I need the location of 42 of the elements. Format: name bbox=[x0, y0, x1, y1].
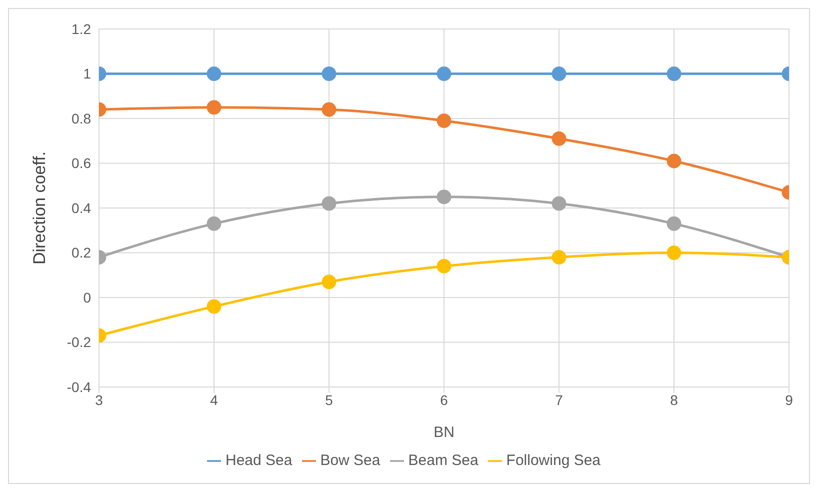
y-tick-label: -0.4 bbox=[66, 378, 92, 395]
x-tick-label: 7 bbox=[555, 392, 564, 408]
point bbox=[666, 154, 682, 168]
y-axis-title: Direction coeff. bbox=[30, 151, 50, 265]
x-axis-title: BN bbox=[434, 424, 454, 441]
y-tick-label: -0.2 bbox=[66, 334, 92, 350]
x-tick-label: 6 bbox=[440, 392, 448, 408]
y-tick-label: 1.2 bbox=[72, 20, 92, 37]
point bbox=[666, 216, 682, 231]
legend-label: Beam Sea bbox=[408, 452, 478, 469]
y-tick-label: 0.2 bbox=[72, 244, 92, 261]
point bbox=[666, 66, 682, 81]
x-tick-label: 3 bbox=[95, 392, 104, 408]
legend-label: Following Sea bbox=[506, 452, 601, 469]
point bbox=[206, 216, 222, 231]
y-tick-label: 0 bbox=[83, 289, 92, 306]
x-tick-label: 4 bbox=[210, 392, 218, 408]
y-tick-label: 1 bbox=[83, 66, 92, 82]
point bbox=[436, 66, 452, 81]
y-tick-label: 0.4 bbox=[72, 200, 92, 216]
point bbox=[436, 113, 452, 128]
x-tick-label: 9 bbox=[785, 392, 794, 408]
point bbox=[436, 190, 452, 204]
y-tick-label: 0.8 bbox=[72, 110, 92, 126]
legend-label: Head Sea bbox=[225, 452, 292, 469]
point bbox=[552, 250, 566, 264]
point bbox=[666, 246, 682, 260]
point bbox=[322, 66, 336, 81]
point bbox=[322, 274, 336, 290]
point bbox=[322, 196, 336, 211]
legend-label: Bow Sea bbox=[320, 452, 380, 469]
point bbox=[322, 102, 336, 117]
point bbox=[552, 131, 566, 146]
point bbox=[206, 100, 222, 115]
x-tick-label: 5 bbox=[325, 392, 334, 408]
point bbox=[552, 66, 566, 81]
point bbox=[206, 299, 222, 314]
point bbox=[436, 258, 452, 274]
y-tick-label: 0.6 bbox=[72, 155, 92, 172]
point bbox=[206, 66, 222, 81]
point bbox=[552, 196, 566, 211]
x-tick-label: 8 bbox=[670, 392, 678, 408]
